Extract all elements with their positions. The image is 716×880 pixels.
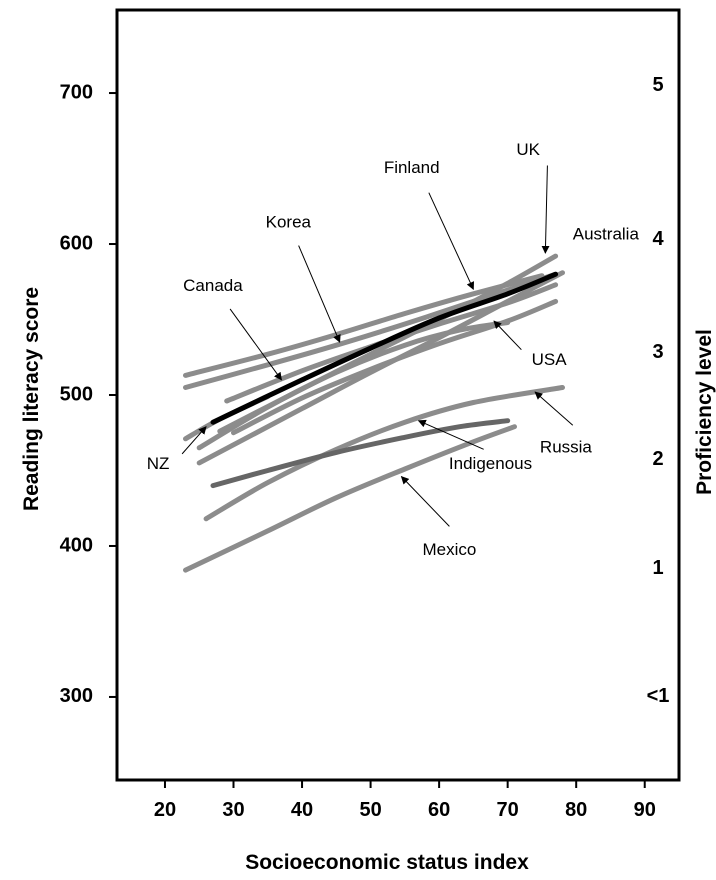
- annotation-arrow-uk: [541, 165, 550, 254]
- annotation-arrow-nz: [181, 426, 207, 455]
- series-line-nz: [231, 298, 559, 436]
- annotation-labels: UK Australia Finland Korea Canada USA Russia In…: [147, 140, 640, 559]
- y-tick-label: 700: [60, 81, 93, 103]
- y2-tick-label: 2: [652, 448, 663, 470]
- y2-axis-ticks: 5 4 3 2 1 <1: [647, 74, 670, 707]
- series-line-finland: [183, 273, 545, 378]
- annotation-label-nz: NZ: [147, 454, 170, 473]
- series-line-indigenous: [210, 418, 511, 489]
- series-line-unlabeled-8: [210, 271, 559, 425]
- x-tick-label: 70: [497, 799, 519, 821]
- x-tick-label: 80: [565, 799, 587, 821]
- y2-axis-title: Proficiency level: [693, 329, 716, 495]
- x-tick-label: 60: [428, 799, 450, 821]
- annotation-arrow-russia: [534, 391, 574, 426]
- x-tick-label: 40: [291, 799, 313, 821]
- series-layer: [183, 253, 565, 573]
- annotation-arrow-finland: [428, 192, 475, 291]
- y2-tick-label: 5: [652, 74, 663, 96]
- annotation-arrow-usa: [493, 320, 522, 351]
- annotation-label-russia: Russia: [540, 437, 593, 456]
- annotation-arrow-canada: [229, 308, 282, 381]
- y2-tick-label: 4: [652, 228, 664, 250]
- annotation-label-korea: Korea: [266, 212, 312, 231]
- x-tick-label: 50: [359, 799, 381, 821]
- y-tick-label: 500: [60, 383, 93, 405]
- y-axis-title: Reading literacy score: [20, 287, 43, 511]
- y2-tick-label: 3: [652, 341, 663, 363]
- y-tick-label: 400: [60, 534, 93, 556]
- annotation-arrow-korea: [298, 245, 341, 343]
- annotation-arrow-indigenous: [417, 419, 484, 450]
- series-line-mexico: [183, 424, 517, 573]
- annotation-label-finland: Finland: [384, 158, 440, 177]
- y-axis-ticks: 300 400 500 600 700: [60, 81, 117, 707]
- series-line-usa: [196, 320, 511, 451]
- x-tick-label: 90: [634, 799, 656, 821]
- annotation-arrow-mexico: [400, 475, 450, 527]
- x-axis-title: Socioeconomic status index: [245, 851, 529, 874]
- y-tick-label: 600: [60, 232, 93, 254]
- annotation-label-usa: USA: [532, 350, 568, 369]
- x-axis-ticks: 20 30 40 50 60 70 80 90: [154, 780, 656, 821]
- series-line-russia: [203, 385, 565, 522]
- annotation-label-mexico: Mexico: [422, 540, 476, 559]
- annotation-label-australia: Australia: [573, 224, 640, 243]
- y2-tick-label: 1: [652, 557, 663, 579]
- annotation-label-canada: Canada: [183, 276, 243, 295]
- annotation-arrows: [181, 165, 574, 527]
- plot-frame: [115, 8, 681, 782]
- x-tick-label: 30: [222, 799, 244, 821]
- y-tick-label: 300: [60, 685, 93, 707]
- annotation-label-indigenous: Indigenous: [449, 454, 532, 473]
- x-tick-label: 20: [154, 799, 176, 821]
- y2-tick-label: <1: [647, 685, 670, 707]
- series-line-korea: [183, 271, 559, 390]
- annotation-label-uk: UK: [516, 140, 540, 159]
